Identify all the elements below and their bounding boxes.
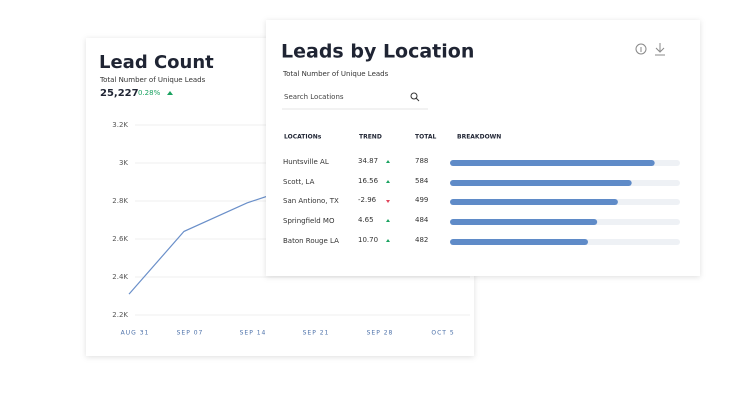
total: 584 <box>415 177 429 185</box>
x-tick-label: OCT 5 <box>431 330 454 337</box>
card-title: Lead Count <box>99 52 214 73</box>
total: 499 <box>415 196 428 204</box>
y-tick-label: 3.2K <box>112 121 128 129</box>
breakdown-bar <box>450 219 598 225</box>
x-tick-label: SEP 07 <box>177 330 204 337</box>
card-subtitle: Total Number of Unique Leads <box>282 70 389 78</box>
up-arrow <box>386 160 390 163</box>
change: 0.28% <box>138 89 161 97</box>
trend: 34.87 <box>358 157 378 165</box>
down-arrow <box>386 200 390 203</box>
x-tick-label: SEP 14 <box>240 330 267 337</box>
trend: 4.65 <box>358 216 374 224</box>
y-tick-label: 2.4K <box>112 273 128 281</box>
y-tick-label: 3K <box>119 159 128 167</box>
up-arrow <box>386 180 390 183</box>
search-input[interactable]: Search Locations <box>284 93 344 101</box>
download-icon[interactable] <box>655 43 665 56</box>
x-tick-label: AUG 31 <box>121 330 150 337</box>
column-header: TREND <box>359 134 382 141</box>
y-tick-label: 2.6K <box>112 235 128 243</box>
info-icon[interactable] <box>635 43 647 55</box>
breakdown-bar <box>450 160 655 166</box>
x-tick-label: SEP 21 <box>303 330 330 337</box>
total: 25,227 <box>100 88 139 99</box>
up-arrow <box>386 239 390 242</box>
location: Baton Rouge LA <box>283 237 339 245</box>
location: Scott, LA <box>283 178 315 186</box>
total: 482 <box>415 236 428 244</box>
y-tick-label: 2.2K <box>112 311 128 319</box>
up-arrow <box>386 219 390 222</box>
trend: -2.96 <box>358 196 377 204</box>
column-header: LOCATIONs <box>284 134 322 141</box>
card-subtitle: Total Number of Unique Leads <box>99 76 206 84</box>
up-arrow <box>167 91 173 95</box>
y-tick-label: 2.8K <box>112 197 128 205</box>
total: 788 <box>415 157 428 165</box>
breakdown-bar <box>450 239 588 245</box>
column-header: BREAKDOWN <box>457 134 501 141</box>
total: 484 <box>415 216 429 224</box>
location: Huntsville AL <box>283 158 329 166</box>
location: San Antiono, TX <box>283 197 339 205</box>
search-icon[interactable] <box>410 92 420 102</box>
card <box>266 20 700 276</box>
column-header: TOTAL <box>415 134 436 141</box>
breakdown-bar <box>450 180 632 186</box>
x-tick-label: SEP 28 <box>367 330 394 337</box>
card-title: Leads by Location <box>281 41 474 63</box>
breakdown-bar <box>450 199 618 205</box>
trend: 16.56 <box>358 177 379 185</box>
location-card: Leads by Location Total Number of Unique… <box>266 20 700 276</box>
trend: 10.70 <box>358 236 378 244</box>
location: Springfield MO <box>283 217 335 225</box>
